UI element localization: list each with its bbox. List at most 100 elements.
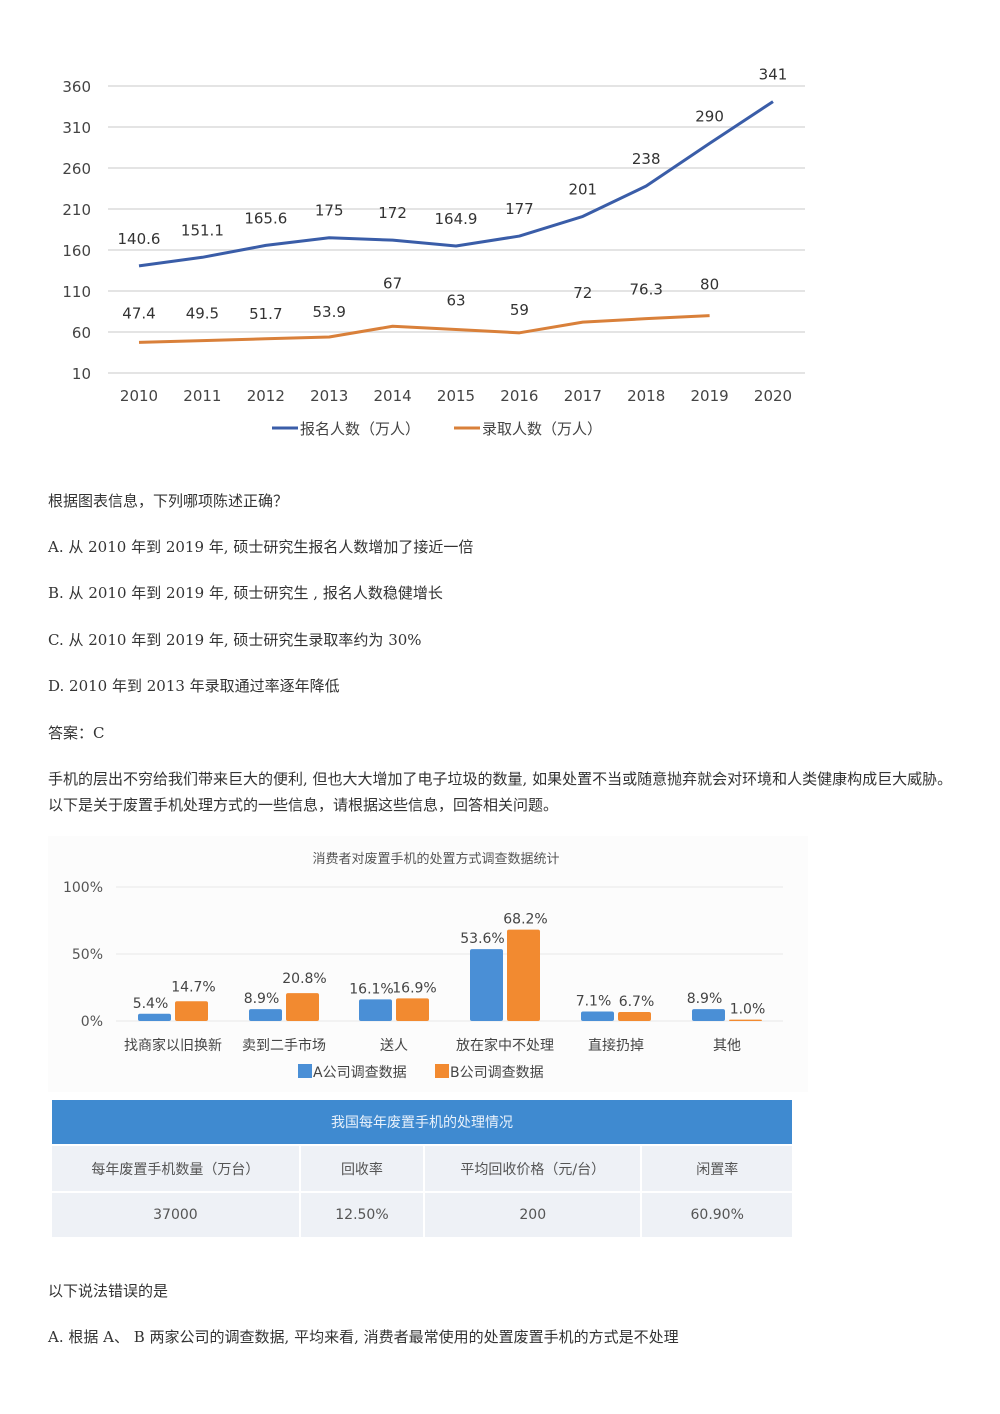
- bar: [249, 1009, 282, 1021]
- table-header-cell: 平均回收价格（元/台）: [424, 1145, 643, 1193]
- question2-option-a: A. 根据 A、 B 两家公司的调查数据, 平均来看, 消费者最常使用的处置废置…: [48, 1328, 679, 1346]
- bar: [692, 1009, 725, 1021]
- bar: [581, 1011, 614, 1021]
- bar-chart-svg: 消费者对废置手机的处置方式调查数据统计 100% 50% 0% 5.4%14.7% 找商家…: [48, 836, 808, 1092]
- question2-stem: 以下说法错误的是: [48, 1282, 169, 1300]
- legend-label: 报名人数（万人）: [300, 420, 420, 438]
- bar: [175, 1001, 208, 1021]
- x-tick-label: 放在家中不处理: [456, 1037, 554, 1054]
- question1-option-a: A. 从 2010 年到 2019 年, 硕士研究生报名人数增加了接近一倍: [48, 538, 474, 556]
- table-cell: 60.90%: [641, 1192, 794, 1239]
- table-row: 37000 12.50% 200 60.90%: [52, 1192, 794, 1239]
- data-label: 53.6%: [460, 931, 504, 947]
- y-tick-label: 210: [62, 201, 91, 219]
- x-tick-label: 2014: [374, 387, 412, 405]
- data-label: 51.7: [249, 305, 282, 323]
- table-header-row: 每年废置手机数量（万台） 回收率 平均回收价格（元/台） 闲置率: [52, 1145, 794, 1193]
- y-tick-label: 310: [62, 119, 91, 137]
- question1-option-c: C. 从 2010 年到 2019 年, 硕士研究生录取率约为 30%: [48, 631, 422, 649]
- data-label: 6.7%: [619, 994, 655, 1010]
- data-label: 20.8%: [282, 971, 326, 987]
- data-label: 14.7%: [171, 979, 215, 995]
- x-tick-label: 2018: [627, 387, 665, 405]
- x-tick-label: 2011: [183, 387, 221, 405]
- y-tick-label: 360: [62, 78, 91, 96]
- y-tick-label: 260: [62, 160, 91, 178]
- x-tick-label: 2012: [247, 387, 285, 405]
- series-line: [138, 314, 710, 344]
- data-label: 165.6: [244, 209, 287, 227]
- table-cell: 200: [424, 1192, 643, 1239]
- line-chart-svg: 360 310 260 210 160 110 60 10 2010 2011 2012 2013 20…: [62, 66, 805, 438]
- bar: [729, 1019, 762, 1021]
- bar: [286, 993, 319, 1021]
- data-label: 16.9%: [392, 980, 436, 996]
- y-tick-label: 160: [62, 242, 91, 260]
- data-label: 151.1: [181, 221, 224, 239]
- data-label: 1.0%: [730, 1002, 766, 1018]
- bar: [507, 929, 540, 1021]
- table-cell: 12.50%: [299, 1192, 426, 1239]
- intro-paragraph: 手机的层出不穷给我们带来巨大的便利, 但也大大增加了电子垃圾的数量, 如果处置不…: [48, 770, 953, 814]
- chart-background: [48, 836, 808, 1092]
- data-label: 72: [573, 284, 592, 302]
- disposal-table: 我国每年废置手机的处理情况 每年废置手机数量（万台） 回收率 平均回收价格（元/…: [52, 1100, 794, 1239]
- data-label: 49.5: [186, 305, 219, 323]
- chart-title: 消费者对废置手机的处置方式调查数据统计: [312, 851, 559, 867]
- legend-swatch: [298, 1064, 312, 1078]
- data-label: 68.2%: [503, 912, 547, 928]
- table-header-cell: 回收率: [299, 1145, 426, 1193]
- data-label: 175: [315, 202, 344, 220]
- x-tick-label: 2019: [691, 387, 729, 405]
- data-label: 76.3: [629, 281, 662, 299]
- legend-label: A公司调查数据: [313, 1065, 407, 1081]
- y-tick-label: 10: [72, 365, 91, 383]
- legend-swatch: [435, 1064, 449, 1078]
- table-header-cell: 闲置率: [641, 1145, 794, 1193]
- table-header-cell: 每年废置手机数量（万台）: [52, 1145, 301, 1193]
- x-tick-label: 其他: [713, 1038, 741, 1054]
- x-tick-label: 找商家以旧换新: [124, 1037, 222, 1054]
- x-tick-label: 2010: [120, 387, 158, 405]
- data-label: 238: [632, 150, 661, 168]
- x-tick-label: 2017: [564, 387, 602, 405]
- data-label: 164.9: [435, 210, 478, 228]
- data-label: 5.4%: [133, 996, 169, 1012]
- line-chart: 360 310 260 210 160 110 60 10 2010 2011 2012 2013 20…: [48, 48, 808, 448]
- table-title: 我国每年废置手机的处理情况: [52, 1100, 794, 1146]
- data-label: 201: [568, 180, 597, 198]
- bar: [618, 1012, 651, 1021]
- y-tick-label: 50%: [72, 947, 103, 963]
- data-label: 63: [446, 292, 465, 310]
- x-tick-label: 送人: [380, 1038, 408, 1054]
- x-tick-label: 2013: [310, 387, 348, 405]
- bar: [396, 998, 429, 1021]
- bar: [470, 949, 503, 1021]
- bar-chart: 消费者对废置手机的处置方式调查数据统计 100% 50% 0% 5.4% 14.7% 找商家…: [48, 836, 808, 1092]
- question1-stem: 根据图表信息，下列哪项陈述正确？: [48, 492, 289, 510]
- x-tick-label: 卖到二手市场: [242, 1037, 326, 1054]
- y-tick-label: 110: [62, 283, 91, 301]
- data-label: 8.9%: [244, 991, 280, 1007]
- y-tick-label: 0%: [81, 1014, 103, 1030]
- bar: [359, 999, 392, 1021]
- data-label: 53.9: [312, 303, 345, 321]
- data-label: 80: [700, 276, 719, 294]
- y-tick-label: 100%: [63, 880, 103, 896]
- series-line: [138, 100, 774, 268]
- data-label: 59: [510, 301, 529, 319]
- question1-answer: 答案：C: [48, 724, 105, 742]
- data-label: 172: [378, 204, 407, 222]
- x-tick-label: 2020: [754, 387, 792, 405]
- y-tick-label: 60: [72, 324, 91, 342]
- data-label: 7.1%: [576, 993, 612, 1009]
- data-label: 47.4: [122, 304, 155, 322]
- data-label: 341: [759, 66, 788, 84]
- bar: [138, 1013, 171, 1021]
- data-label: 140.6: [118, 230, 161, 248]
- question1-option-b: B. 从 2010 年到 2019 年, 硕士研究生 , 报名人数稳健增长: [48, 584, 443, 602]
- data-label: 290: [695, 107, 724, 125]
- legend-label: 录取人数（万人）: [482, 420, 602, 438]
- data-label: 16.1%: [349, 981, 393, 997]
- data-label: 8.9%: [687, 991, 723, 1007]
